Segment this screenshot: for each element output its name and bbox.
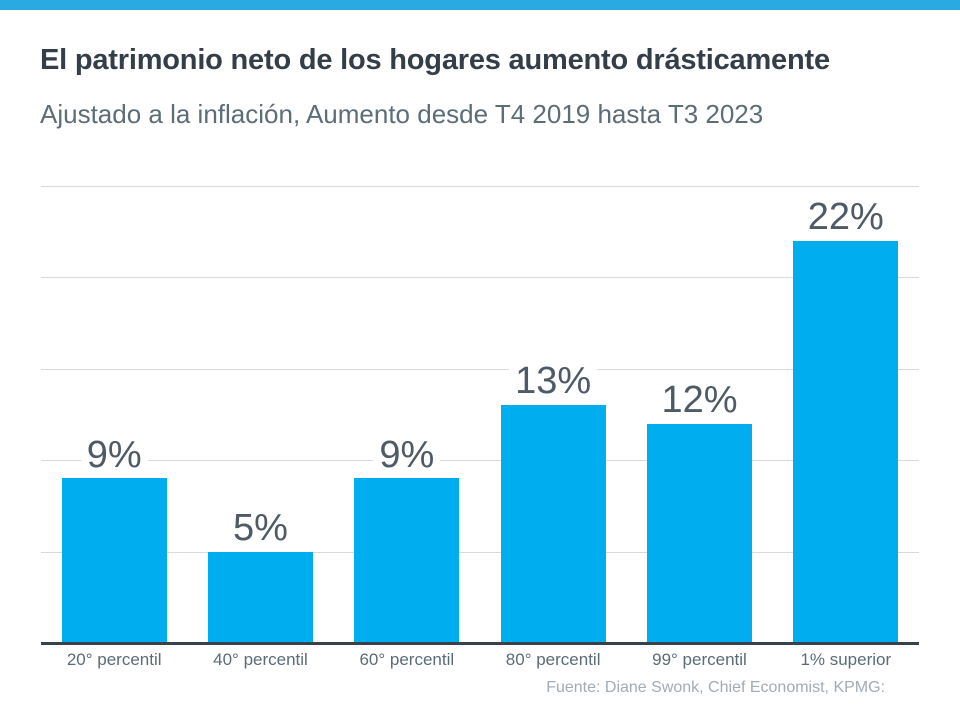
bar-chart: 9% 5% 9% 13% 12% 22% 20° percentil 40° percent…: [41, 186, 919, 669]
x-axis-label: 1% superior: [800, 650, 892, 669]
bars-container: 9% 5% 9% 13% 12% 22%: [41, 186, 919, 643]
bar: [793, 240, 899, 643]
top-accent-bar: [0, 0, 960, 10]
x-axis-label: 60° percentil: [359, 650, 455, 669]
bar-group: 12%: [626, 186, 772, 643]
chart-subtitle: Ajustado a la inflación, Aumento desde T…: [40, 99, 764, 129]
chart-title: El patrimonio neto de los hogares aument…: [40, 44, 830, 76]
bar: [646, 423, 752, 643]
bar-value-label: 5%: [227, 508, 294, 549]
x-axis-label: 40° percentil: [213, 650, 308, 669]
bar-group: 9%: [334, 186, 480, 643]
bar-value-label: 12%: [655, 380, 744, 421]
bar: [500, 405, 606, 643]
bar-value-label: 9%: [373, 435, 441, 476]
bar-group: 22%: [773, 186, 919, 643]
gridline-15: [41, 368, 919, 370]
x-axis-line: [41, 642, 919, 645]
bar-value-label: 9%: [80, 435, 148, 476]
x-axis-label: 20° percentil: [66, 650, 162, 669]
bar-group: 13%: [480, 186, 626, 643]
bar-group: 5%: [187, 186, 333, 643]
bar: [354, 478, 460, 643]
bar-group: 9%: [41, 186, 187, 643]
bar-value-label: 13%: [509, 362, 598, 403]
bar-value-label: 22%: [801, 197, 890, 238]
gridline-20: [41, 277, 919, 279]
gridline-5: [41, 551, 919, 553]
gridline-10: [41, 460, 919, 462]
x-axis-label: 99° percentil: [652, 650, 747, 669]
x-axis-label: 80° percentil: [505, 650, 601, 669]
x-axis-labels: 20° percentil 40° percentil 60° percentil 8…: [41, 650, 919, 670]
gridline-25: [41, 186, 919, 187]
bar: [207, 551, 313, 643]
bar: [61, 478, 167, 643]
source-note: Fuente: Diane Swonk, Chief Economist, KP…: [546, 679, 885, 696]
